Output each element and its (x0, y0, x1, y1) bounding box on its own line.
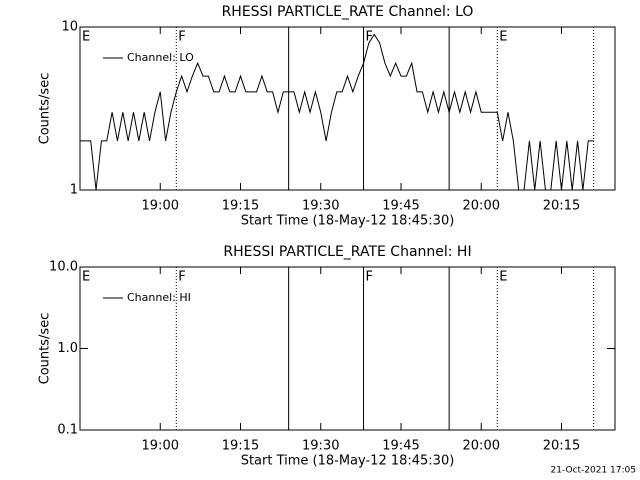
legend-label: Channel: HI (127, 291, 191, 304)
data-line (80, 33, 594, 191)
x-axis-label: Start Time (18-May-12 18:45:30) (241, 454, 455, 469)
x-tick-label: 19:45 (382, 199, 419, 214)
x-tick-label: 19:30 (302, 439, 339, 454)
flag-label: E (499, 270, 507, 285)
x-tick-label: 19:30 (302, 199, 339, 214)
x-tick-label: 19:00 (142, 439, 179, 454)
y-tick-label: 10 (61, 20, 78, 35)
y-axis-label: Counts/sec (38, 313, 53, 385)
x-tick-label: 20:00 (463, 439, 500, 454)
y-axis-label: Counts/sec (38, 73, 53, 145)
chart-title: RHESSI PARTICLE_RATE Channel: HI (223, 244, 471, 260)
plot-frame (79, 26, 616, 191)
flag-label: F (178, 270, 185, 285)
x-axis-label: Start Time (18-May-12 18:45:30) (241, 214, 455, 229)
legend-label: Channel: LO (127, 51, 194, 64)
x-tick-label: 19:45 (382, 439, 419, 454)
flag-label: E (499, 30, 507, 45)
x-tick-label: 20:00 (463, 199, 500, 214)
flag-label: F (178, 30, 185, 45)
y-tick-label: 1.0 (57, 341, 78, 356)
y-tick-label: 1 (70, 183, 78, 198)
footer: 21-Oct-2021 17:05 (551, 466, 636, 476)
flag-label: F (366, 30, 373, 45)
x-tick-label: 19:15 (222, 199, 259, 214)
flag-label: F (366, 270, 373, 285)
y-tick-label: 10.0 (49, 260, 78, 275)
flag-label: E (82, 30, 90, 45)
chart-title: RHESSI PARTICLE_RATE Channel: LO (222, 4, 474, 20)
x-tick-label: 20:15 (543, 199, 580, 214)
flag-label: E (82, 270, 90, 285)
x-tick-label: 20:15 (543, 439, 580, 454)
x-tick-label: 19:15 (222, 439, 259, 454)
x-tick-label: 19:00 (142, 199, 179, 214)
y-tick-label: 0.1 (57, 423, 78, 438)
